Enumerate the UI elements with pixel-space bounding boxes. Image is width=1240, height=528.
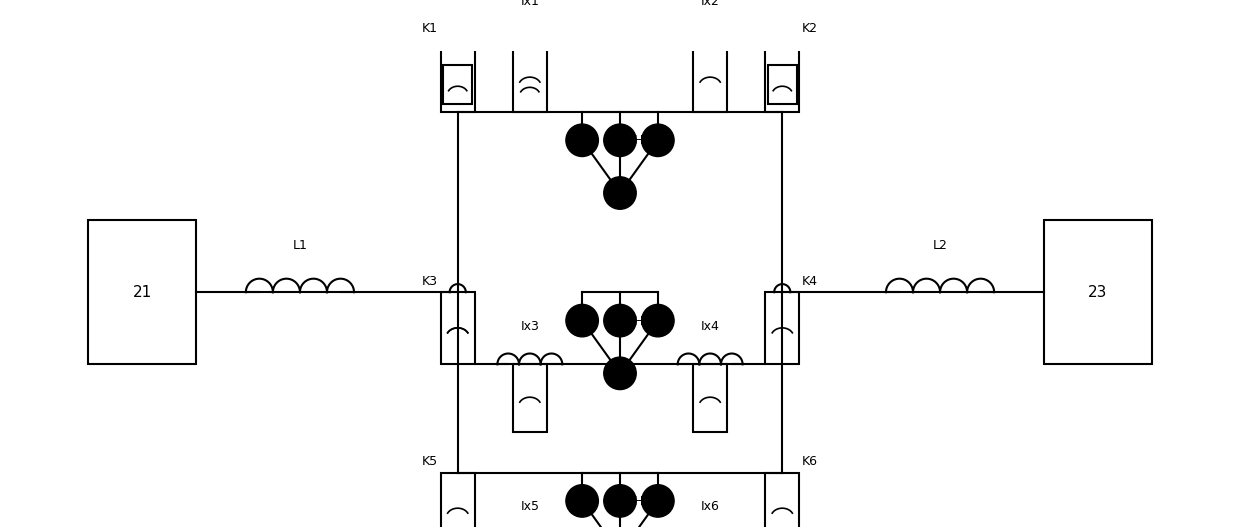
Circle shape — [604, 304, 636, 337]
Text: K1: K1 — [422, 22, 438, 35]
Text: L2: L2 — [932, 239, 947, 252]
Text: Ix6: Ix6 — [701, 500, 719, 513]
Bar — [765, 292, 800, 364]
Text: Ix3: Ix3 — [521, 320, 539, 333]
Bar — [440, 473, 475, 528]
Circle shape — [565, 304, 599, 337]
Bar — [512, 364, 547, 432]
Text: 23: 23 — [1089, 285, 1107, 300]
Text: Ix5: Ix5 — [521, 500, 539, 513]
Text: HEAT1: HEAT1 — [634, 135, 673, 147]
Bar — [440, 292, 475, 364]
Bar — [768, 64, 797, 105]
Text: Ix2: Ix2 — [701, 0, 719, 8]
Text: K3: K3 — [422, 275, 438, 288]
Text: K2: K2 — [802, 22, 818, 35]
Circle shape — [604, 485, 636, 517]
Circle shape — [565, 124, 599, 156]
Bar — [88, 220, 196, 364]
Text: HEAT2: HEAT2 — [634, 315, 673, 328]
Circle shape — [641, 304, 675, 337]
Bar — [516, 68, 544, 105]
Bar — [440, 40, 475, 112]
Text: Ix1: Ix1 — [521, 0, 539, 8]
Text: Ix4: Ix4 — [701, 320, 719, 333]
Text: L1: L1 — [293, 239, 308, 252]
Text: K6: K6 — [802, 455, 818, 468]
Bar — [765, 473, 800, 528]
Circle shape — [604, 177, 636, 209]
Circle shape — [604, 124, 636, 156]
Bar — [693, 44, 728, 112]
Text: 21: 21 — [133, 285, 151, 300]
Bar — [765, 40, 800, 112]
Bar — [693, 364, 728, 432]
Bar — [1044, 220, 1152, 364]
Circle shape — [565, 485, 599, 517]
Text: HEAT3: HEAT3 — [634, 495, 673, 508]
Text: K5: K5 — [422, 455, 438, 468]
Circle shape — [641, 485, 675, 517]
Bar — [443, 64, 472, 105]
Bar — [512, 44, 547, 112]
Text: K4: K4 — [802, 275, 818, 288]
Circle shape — [604, 357, 636, 390]
Circle shape — [641, 124, 675, 156]
